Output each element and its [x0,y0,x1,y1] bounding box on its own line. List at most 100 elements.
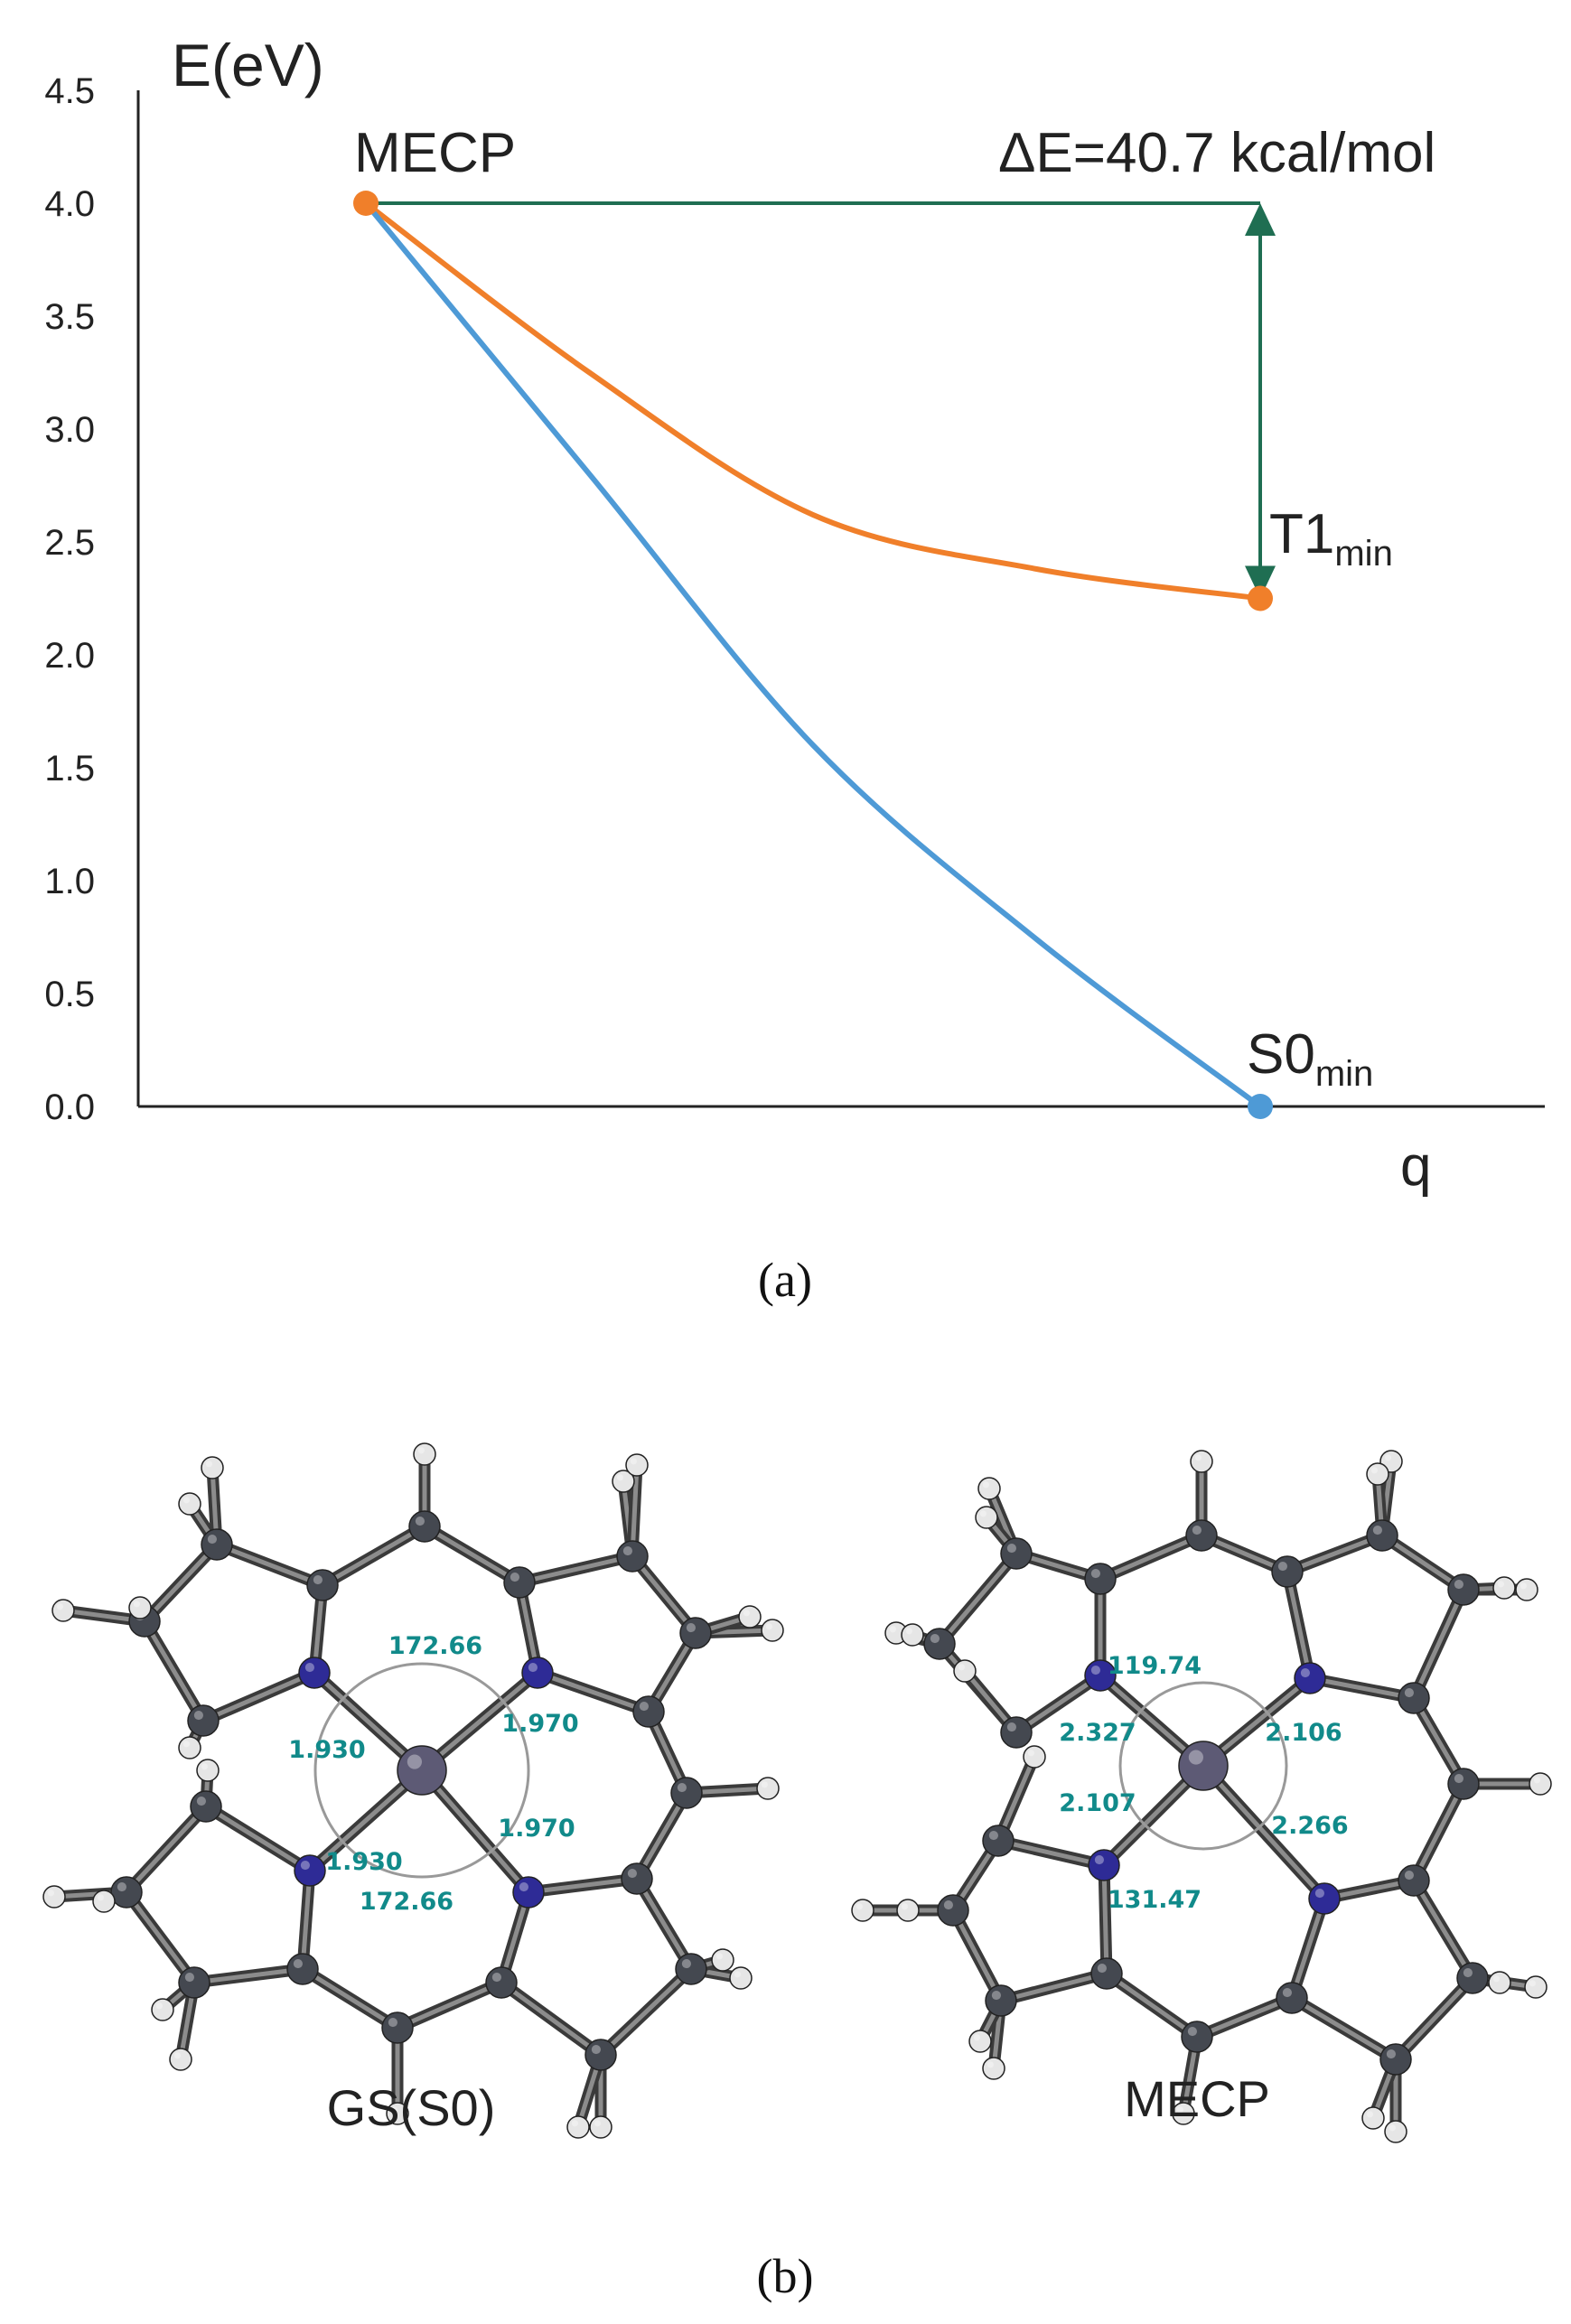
hydrogen-atom [169,2048,192,2071]
bond-highlight [1285,1569,1313,1681]
carbon-atom [1084,1563,1117,1595]
hydrogen-atom [566,2115,590,2139]
structure-gs-s0 [42,1442,784,2139]
y-tick-label: 1.0 [44,862,95,901]
y-tick-label: 1.5 [44,749,95,789]
y-tick-label: 2.0 [44,636,95,676]
atom-shine [528,1662,538,1673]
hydrogen-atom [1172,2102,1195,2125]
bond-highlight [1289,1896,1327,2001]
bond-highlight [1014,1673,1103,1735]
atom-shine [1006,1722,1016,1732]
atom-shine [407,1754,422,1769]
atom-shine [182,1741,190,1748]
series-line-s0 [363,201,1262,1109]
atom-shine [715,1953,724,1960]
arrow-head-up [1245,203,1276,236]
atom-shine [1492,1975,1500,1983]
atom-shine [56,1603,63,1610]
distance-label: 2.266 [1271,1812,1348,1840]
atom-shine [304,1662,314,1673]
atom-shine [173,2052,181,2059]
nitrogen-atom [298,1657,331,1689]
atom-shine [205,1461,212,1468]
atom-shine [193,1710,203,1721]
atom-shine [196,1796,206,1806]
hydrogen-atom [1492,1576,1516,1600]
carbon-atom [1398,1682,1430,1714]
distance-label: 1.970 [501,1710,578,1738]
carbon-atom [1000,1537,1033,1570]
angle-label: 131.47 [1108,1886,1202,1914]
atom-shine [1282,1987,1292,1998]
atom-shine [677,1782,687,1793]
atom-shine [982,1481,989,1489]
atom-shine [1366,2111,1373,2118]
data-point [1248,1094,1273,1119]
bond-highlight [124,1890,197,1985]
atom-shine [761,1781,769,1788]
atom-shine [987,2061,994,2068]
bond-highlight [517,1554,635,1585]
carbon-atom [1090,1957,1123,1990]
hydrogen-atom [128,1596,152,1619]
bond-highlight [535,1670,651,1714]
atom-shine [1090,1568,1100,1579]
carbon-atom [621,1862,653,1895]
carbon-atom [1276,1982,1308,2014]
atom-shine [1006,1543,1016,1554]
bond-highlight [1285,1533,1385,1574]
carbon-atom [1456,1962,1489,1994]
carbon-atom [584,2039,617,2071]
point-label-t1: T1min [1269,503,1393,574]
atom-shine [1533,1777,1540,1784]
nitrogen-atom [1088,1849,1120,1881]
point-label-s0: S0min [1247,1023,1373,1094]
energy-chart: 0.0 0.5 1.0 1.5 2.0 2.5 3.0 3.5 4.0 4.5 E(eV) q M… [44,32,1545,1198]
caption-b: (b) [757,2249,814,2303]
carbon-atom [1271,1555,1304,1588]
hydrogen-atom [151,1998,174,2021]
atom-shine [958,1664,965,1671]
carbon-atom [679,1617,712,1649]
bond-highlight [634,1790,689,1881]
bond-highlight [526,1876,640,1895]
hydrogen-atom [729,1966,753,1990]
carbon-atom [306,1569,339,1601]
bond-highlight [419,1768,531,1895]
bond-highlight [422,1524,522,1585]
bond-highlight [1307,1675,1417,1701]
mecp-measurements: 119.74 2.327 2.106 2.107 2.266 131.47 [1059,1652,1348,1914]
series-line-t1 [364,201,1261,602]
atom-shine [1277,1561,1287,1572]
atom-shine [207,1534,217,1545]
atom-shine [1097,1963,1107,1974]
bond-highlight [300,1966,400,2030]
hydrogen-atom [42,1885,66,1909]
angle-arc [313,1662,530,1879]
carbon-atom [675,1953,707,1985]
carbon-atom [632,1695,665,1728]
carbon-atom [616,1540,649,1573]
atom-shine [1188,1750,1203,1765]
bond-highlight [598,1966,694,2058]
carbon-atom [1181,2021,1213,2053]
atom-shine [765,1623,773,1630]
atom-shine [300,1860,310,1871]
bond-highlight [419,1670,540,1773]
carbon-atom [985,1984,1017,2017]
y-tick-label: 2.5 [44,523,95,563]
atom-shine [155,2002,163,2010]
atom-shine [627,1868,638,1879]
nitrogen-atom [1084,1659,1117,1692]
hydrogen-atom [196,1759,220,1782]
hydrogen-atom [1023,1745,1046,1769]
carbon-atom [1447,1573,1480,1606]
gs-measurements: 172.66 1.930 1.970 1.930 1.970 172.66 [288,1632,578,1916]
hydrogen-atom [1488,1971,1511,1994]
atom-shine [571,2120,579,2127]
distance-label: 1.930 [325,1848,402,1876]
atom-shine [1497,1581,1504,1588]
structure-label-mecp: MECP [1124,2070,1270,2127]
